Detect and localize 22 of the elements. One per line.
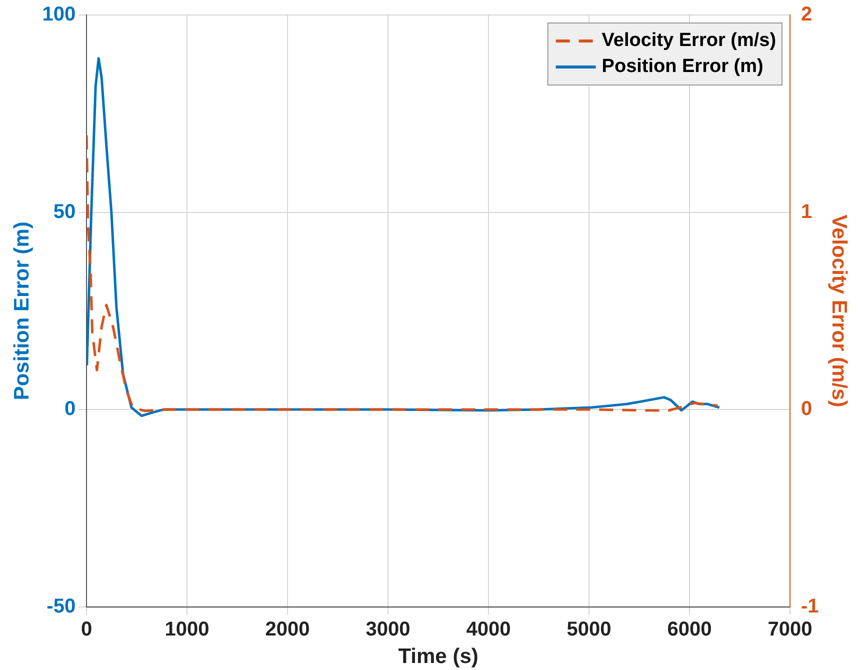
legend-label: Position Error (m) xyxy=(602,56,764,78)
x-tick-label: 1000 xyxy=(164,618,210,640)
y-tick-label: 50 xyxy=(53,200,76,223)
y-tick-label: 100 xyxy=(42,4,76,26)
y2-tick-label: -1 xyxy=(801,595,819,618)
x-axis-title: Time (s) xyxy=(398,645,478,668)
y-tick-label: -50 xyxy=(46,595,76,618)
x-tick-label: 0 xyxy=(81,618,92,640)
y-axis-title: Position Error (m) xyxy=(10,222,34,400)
legend-label: Velocity Error (m/s) xyxy=(602,30,776,52)
y-tick-label: 0 xyxy=(64,398,76,420)
x-tick-label: 4000 xyxy=(466,618,511,640)
y2-tick-label: 2 xyxy=(801,4,812,26)
x-tick-label: 6000 xyxy=(667,618,712,640)
x-tick-label: 3000 xyxy=(366,618,410,640)
line-series xyxy=(86,134,719,412)
x-tick-label: 5000 xyxy=(566,618,612,640)
y2-axis-title: Velocity Error (m/s) xyxy=(828,214,851,408)
y2-tick-label: 1 xyxy=(801,200,812,223)
x-tick-label: 2000 xyxy=(265,618,310,640)
y2-tick-label: 0 xyxy=(801,398,812,420)
x-tick-label: 7000 xyxy=(768,618,812,640)
